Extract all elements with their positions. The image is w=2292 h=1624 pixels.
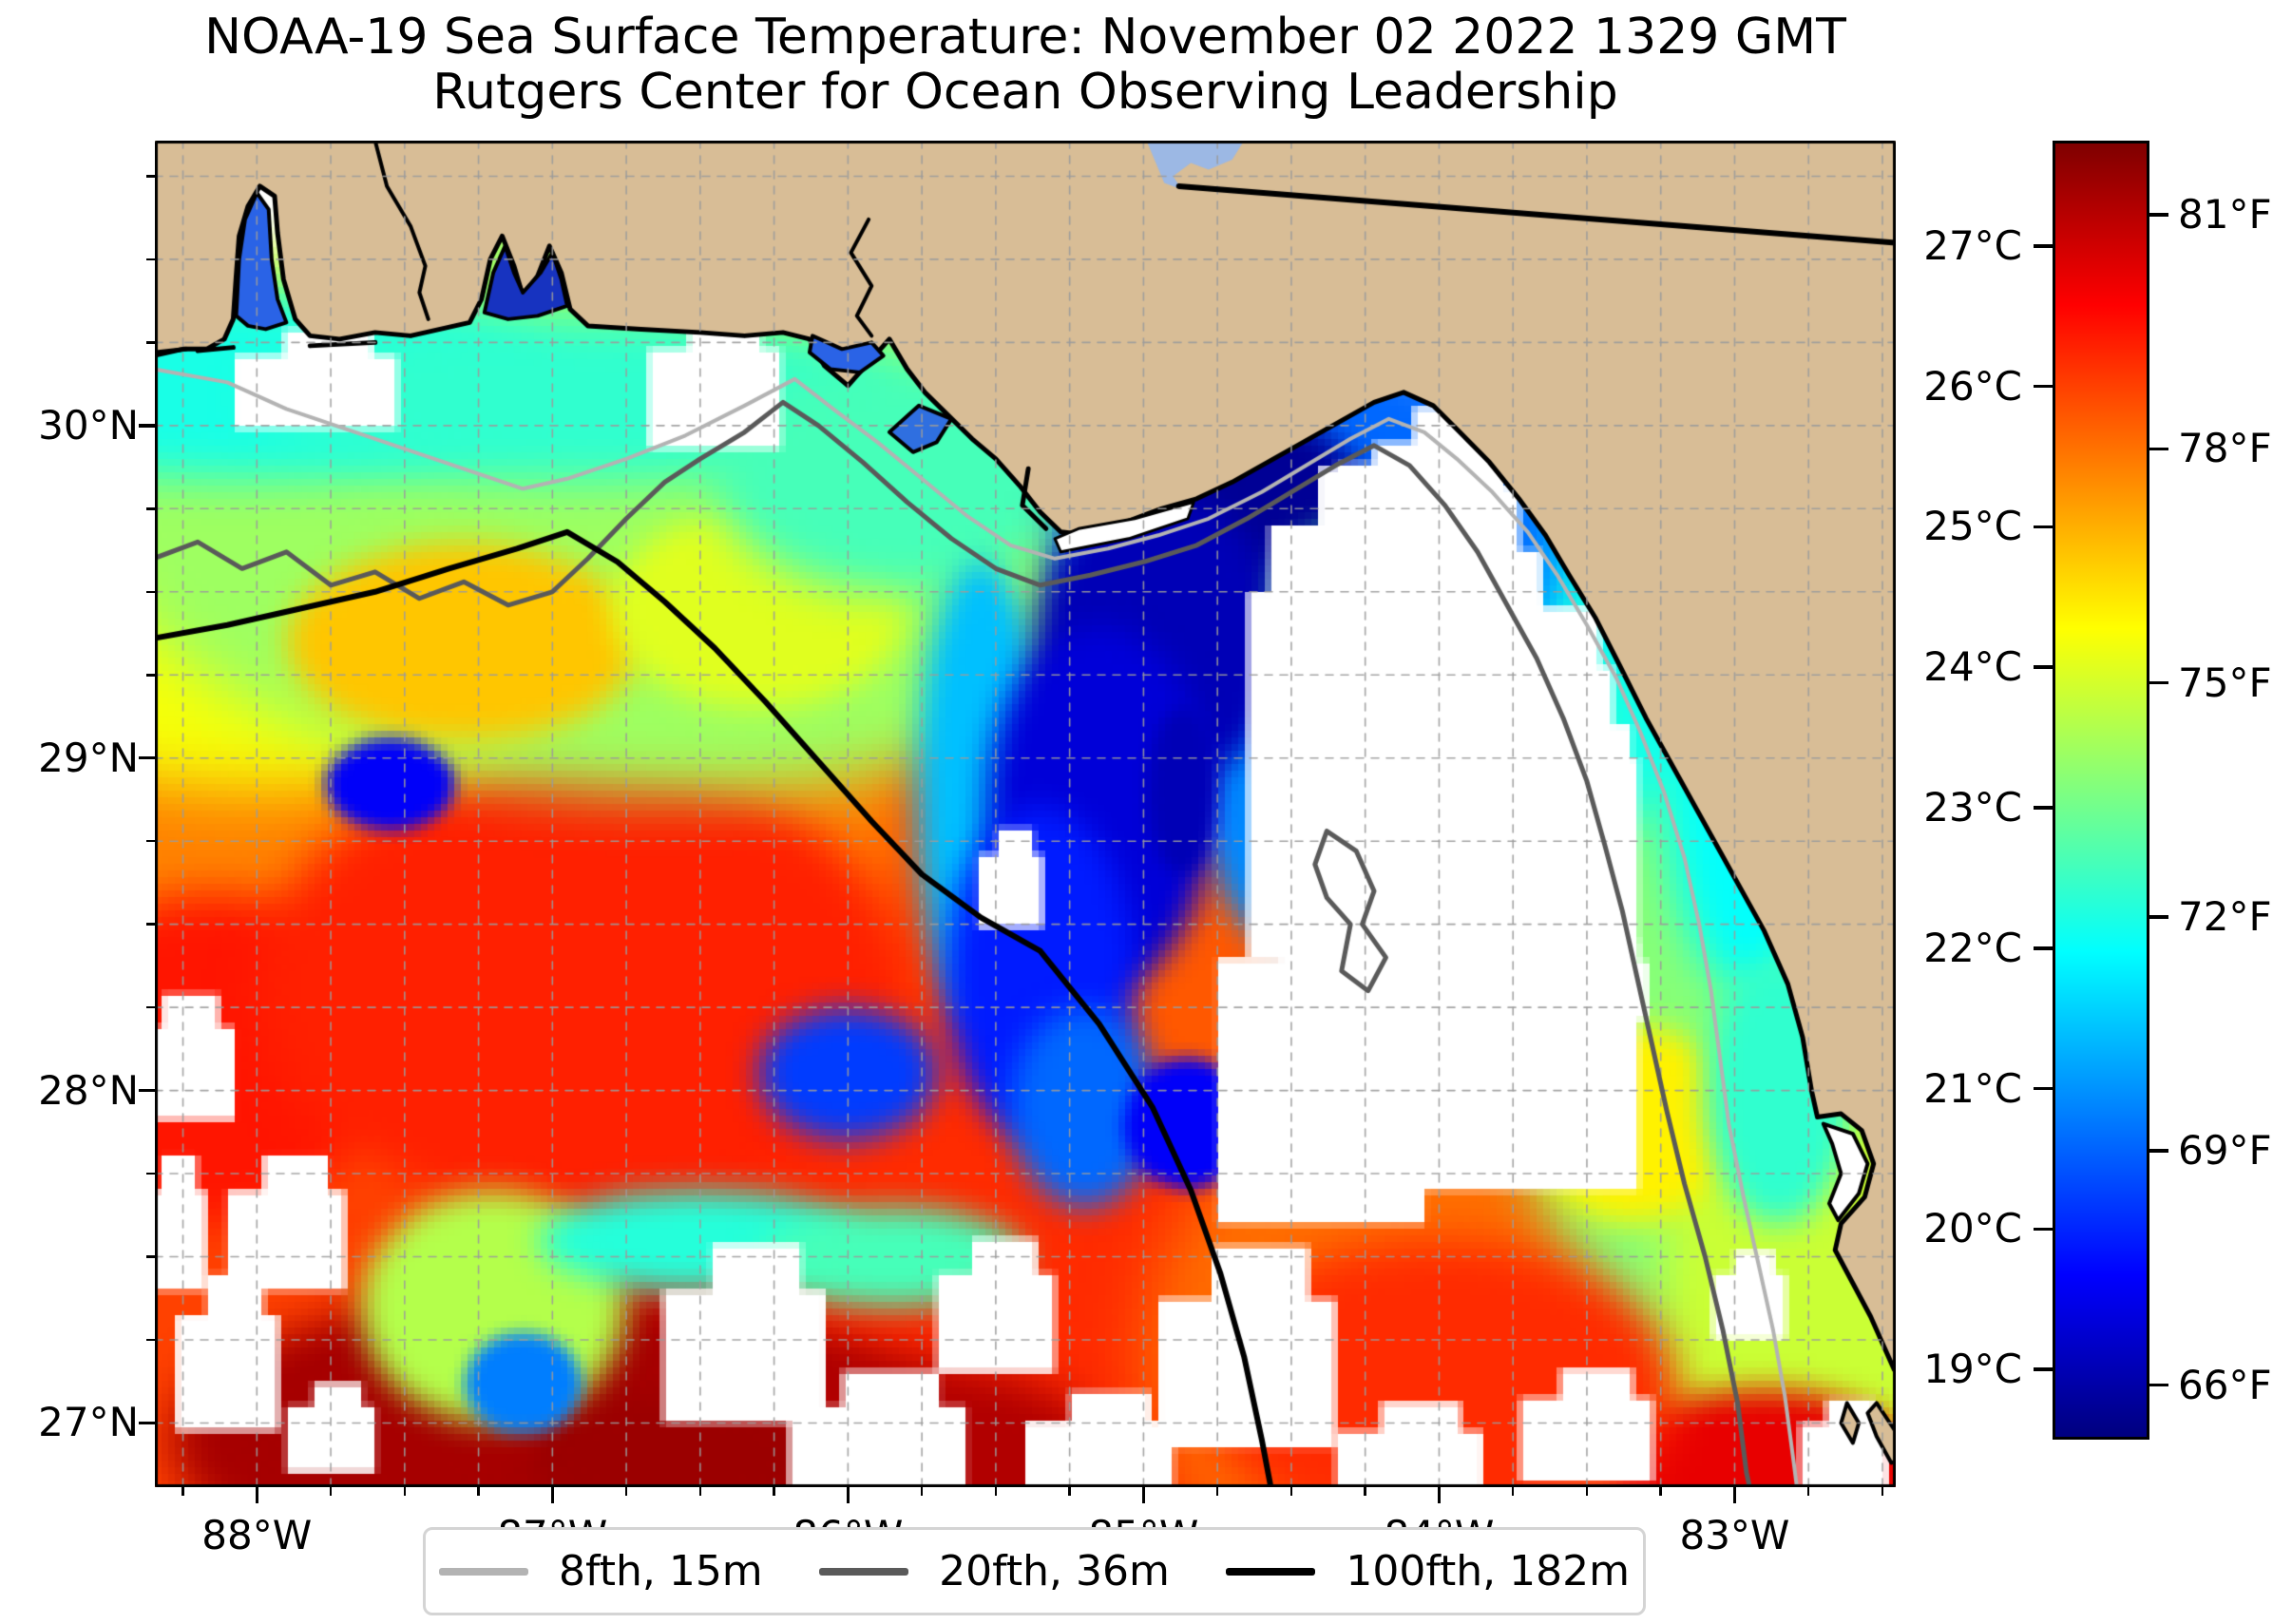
colorbar-fahrenheit-label: 72°F [2178, 892, 2272, 940]
colorbar-celsius-tick [2034, 665, 2053, 669]
y-tick-label: 30°N [38, 401, 139, 449]
legend-label-20fth: 20fth, 36m [939, 1547, 1170, 1595]
colorbar-fahrenheit-tick [2149, 213, 2168, 217]
x-axis-minor-tick [1068, 1487, 1071, 1496]
y-axis-minor-tick [146, 1172, 155, 1175]
colorbar-gradient [2053, 141, 2149, 1440]
y-tick-label: 27°N [38, 1399, 139, 1446]
x-axis-minor-tick [181, 1487, 184, 1496]
x-axis-minor-tick [920, 1487, 924, 1496]
x-axis-minor-tick [1806, 1487, 1810, 1496]
colorbar-fahrenheit-tick [2149, 915, 2168, 919]
colorbar-fahrenheit-label: 69°F [2178, 1127, 2272, 1175]
legend-line-20fth-icon [819, 1567, 909, 1576]
y-axis-minor-tick [146, 1338, 155, 1342]
sst-map-canvas [155, 141, 1896, 1487]
x-axis-minor-tick [329, 1487, 333, 1496]
x-axis-major-tick [550, 1487, 555, 1503]
colorbar-celsius-tick [2034, 1367, 2053, 1371]
legend-item-100fth: 100fth, 182m [1226, 1547, 1630, 1595]
x-axis-major-tick [255, 1487, 259, 1503]
x-axis-minor-tick [477, 1487, 480, 1496]
y-axis-minor-tick [146, 839, 155, 843]
colorbar-celsius-tick [2034, 1086, 2053, 1091]
legend-line-100fth-icon [1226, 1567, 1316, 1576]
y-axis-minor-tick [146, 1005, 155, 1009]
x-axis-major-tick [1141, 1487, 1146, 1503]
y-tick-label: 29°N [38, 734, 139, 781]
y-axis-minor-tick [146, 1255, 155, 1258]
colorbar-celsius-label: 26°C [1923, 362, 2022, 410]
x-axis-minor-tick [1289, 1487, 1293, 1496]
x-axis-minor-tick [1881, 1487, 1884, 1496]
x-axis-minor-tick [773, 1487, 775, 1496]
y-axis-major-tick [139, 755, 155, 760]
colorbar-celsius-tick [2034, 384, 2053, 389]
x-axis-major-tick [846, 1487, 850, 1503]
y-axis-major-tick [139, 1088, 155, 1093]
legend-label-8fth: 8fth, 15m [559, 1547, 763, 1595]
x-axis-minor-tick [698, 1487, 702, 1496]
colorbar-fahrenheit-label: 78°F [2178, 425, 2272, 472]
colorbar-fahrenheit-tick [2149, 1149, 2168, 1153]
isobath-legend: 8fth, 15m 20fth, 36m 100fth, 182m [423, 1527, 1646, 1615]
y-tick-label: 28°N [38, 1066, 139, 1114]
colorbar-celsius-tick [2034, 1227, 2053, 1232]
y-axis-minor-tick [146, 175, 155, 178]
colorbar-celsius-tick [2034, 806, 2053, 810]
legend-item-20fth: 20fth, 36m [819, 1547, 1170, 1595]
colorbar-celsius-tick [2034, 244, 2053, 248]
y-axis-minor-tick [146, 507, 155, 510]
x-axis-minor-tick [1215, 1487, 1219, 1496]
colorbar-celsius-tick [2034, 525, 2053, 529]
x-axis-minor-tick [1364, 1487, 1366, 1496]
colorbar-celsius-tick [2034, 946, 2053, 950]
colorbar-celsius-label: 21°C [1923, 1064, 2022, 1112]
colorbar-celsius-label: 19°C [1923, 1346, 2022, 1393]
plot-title-line-2: Rutgers Center for Ocean Observing Leade… [432, 64, 1618, 121]
x-tick-label: 88°W [201, 1512, 313, 1558]
colorbar-celsius-label: 25°C [1923, 503, 2022, 550]
colorbar-fahrenheit-label: 66°F [2178, 1361, 2272, 1408]
y-axis-major-tick [139, 424, 155, 428]
x-tick-label: 83°W [1679, 1512, 1790, 1558]
x-axis-major-tick [1732, 1487, 1737, 1503]
colorbar-fahrenheit-tick [2149, 447, 2168, 451]
x-axis-minor-tick [624, 1487, 628, 1496]
colorbar-fahrenheit-label: 81°F [2178, 190, 2272, 238]
y-axis-minor-tick [146, 258, 155, 261]
x-axis-minor-tick [1511, 1487, 1515, 1496]
x-axis-minor-tick [403, 1487, 407, 1496]
colorbar-celsius-label: 27°C [1923, 221, 2022, 269]
map-plot-area [155, 141, 1896, 1487]
colorbar-celsius-label: 24°C [1923, 643, 2022, 691]
x-axis-minor-tick [1659, 1487, 1662, 1496]
legend-line-8fth-icon [439, 1567, 528, 1576]
legend-label-100fth: 100fth, 182m [1346, 1547, 1630, 1595]
colorbar-fahrenheit-label: 75°F [2178, 659, 2272, 706]
plot-title-line-1: NOAA-19 Sea Surface Temperature: Novembe… [204, 9, 1846, 66]
colorbar-celsius-label: 22°C [1923, 924, 2022, 971]
x-axis-minor-tick [1585, 1487, 1589, 1496]
colorbar-celsius-label: 23°C [1923, 783, 2022, 831]
y-axis-major-tick [139, 1421, 155, 1425]
x-axis-minor-tick [994, 1487, 998, 1496]
y-axis-minor-tick [146, 341, 155, 344]
colorbar-fahrenheit-tick [2149, 680, 2168, 685]
colorbar-fahrenheit-tick [2149, 1383, 2168, 1387]
legend-item-8fth: 8fth, 15m [439, 1547, 763, 1595]
y-axis-minor-tick [146, 590, 155, 594]
x-axis-major-tick [1437, 1487, 1442, 1503]
y-axis-minor-tick [146, 674, 155, 677]
y-axis-minor-tick [146, 923, 155, 926]
colorbar-celsius-label: 20°C [1923, 1205, 2022, 1252]
